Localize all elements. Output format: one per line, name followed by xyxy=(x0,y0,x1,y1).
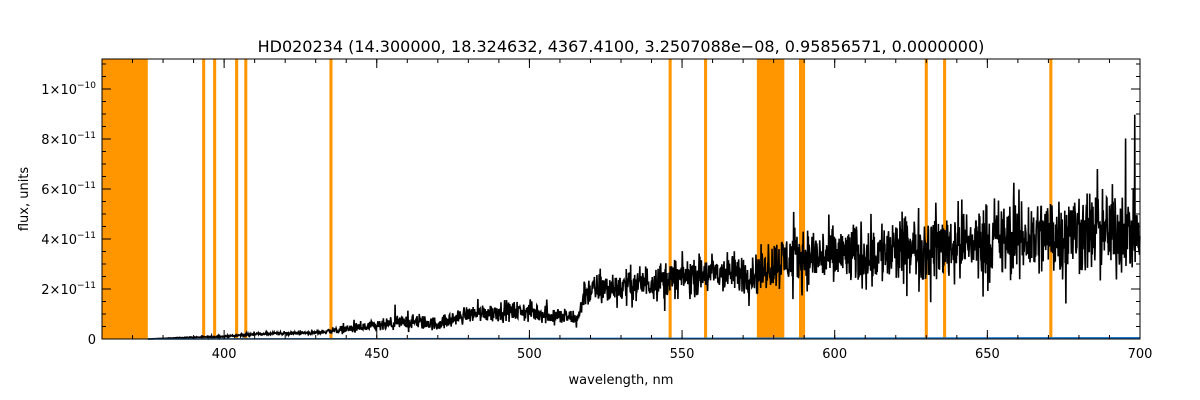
x-tick-label: 650 xyxy=(975,347,1000,362)
spectrum-line xyxy=(147,114,1141,341)
spectrum-series xyxy=(147,114,1141,341)
masked-band-2 xyxy=(213,59,217,339)
masked-band-8 xyxy=(756,59,785,339)
masked-bands xyxy=(102,59,1053,339)
masked-band-7 xyxy=(704,59,708,339)
y-tick-label: 6×10−11 xyxy=(41,181,96,198)
masked-band-12 xyxy=(943,59,947,339)
masked-band-0 xyxy=(102,59,148,339)
axis-ticks: 400 450 500 550 600 650 700 0 2×10−11 4×10−11 6×10… xyxy=(41,59,1152,362)
y-tick-label: 0 xyxy=(88,333,96,348)
masked-band-1 xyxy=(202,59,206,339)
masked-band-13 xyxy=(1049,59,1053,339)
masked-band-6 xyxy=(668,59,672,339)
x-tick-label: 400 xyxy=(212,347,237,362)
masked-band-9 xyxy=(798,59,803,339)
masked-band-10 xyxy=(802,59,806,339)
x-tick-label: 700 xyxy=(1128,347,1153,362)
y-tick-label: 4×10−11 xyxy=(41,231,96,248)
y-tick-label: 8×10−11 xyxy=(41,131,96,148)
masked-band-11 xyxy=(924,59,928,339)
y-tick-label: 1×10−10 xyxy=(41,81,96,98)
masked-band-5 xyxy=(329,59,333,339)
chart-title: HD020234 (14.300000, 18.324632, 4367.410… xyxy=(258,37,985,56)
x-tick-label: 600 xyxy=(822,347,847,362)
masked-band-3 xyxy=(235,59,239,339)
y-tick-label: 2×10−11 xyxy=(41,281,96,298)
x-tick-label: 500 xyxy=(517,347,542,362)
y-axis-label: flux, units xyxy=(17,167,32,232)
x-tick-label: 550 xyxy=(670,347,695,362)
masked-band-4 xyxy=(244,59,248,339)
x-tick-label: 450 xyxy=(364,347,389,362)
x-axis-label: wavelength, nm xyxy=(569,373,674,388)
